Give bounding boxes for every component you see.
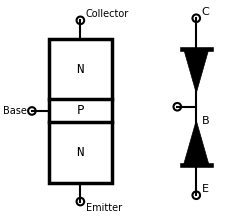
Text: Collector: Collector <box>86 9 129 19</box>
Text: E: E <box>202 184 208 194</box>
Text: N: N <box>76 146 84 159</box>
Text: C: C <box>202 7 209 17</box>
Text: Base: Base <box>3 106 27 116</box>
Polygon shape <box>184 121 209 165</box>
Text: P: P <box>76 105 84 118</box>
Text: B: B <box>202 116 209 127</box>
Polygon shape <box>184 49 209 93</box>
Text: N: N <box>76 63 84 76</box>
Bar <box>49 39 112 183</box>
Text: Emitter: Emitter <box>86 203 122 213</box>
